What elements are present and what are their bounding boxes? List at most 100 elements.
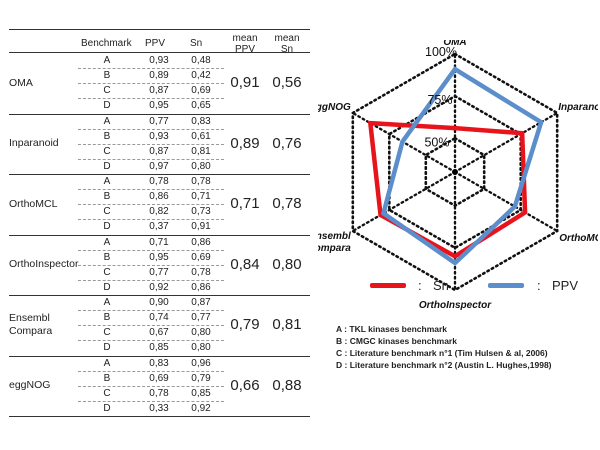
block-divider: [9, 113, 310, 115]
table-row-benchmark: C: [103, 387, 111, 399]
radar-center-dot: [452, 169, 458, 175]
header-benchmark: Benchmark: [81, 38, 132, 49]
table-cell-ppv: 0,87: [149, 145, 169, 157]
row-divider: [78, 249, 224, 251]
legend-swatch-sn: [370, 283, 406, 288]
row-divider: [78, 219, 224, 220]
axis-label: compara: [318, 243, 351, 254]
table-cell-sn: 0,65: [191, 100, 211, 111]
legend-sep-sn: :: [418, 278, 422, 293]
table-cell-ppv: 0,82: [149, 206, 169, 217]
table-cell-sn: 0,83: [191, 115, 211, 127]
table-row-benchmark: A: [103, 236, 111, 248]
radar-series: [367, 66, 544, 266]
radar-spoke: [453, 111, 559, 174]
table-cell-ppv: 0,71: [149, 236, 169, 248]
radar-ring: [351, 52, 559, 292]
table-cell-ppv: 0,87: [149, 85, 169, 96]
tool-name: Inparanoid: [9, 137, 59, 150]
tool-name: OrthoMCL: [9, 198, 57, 211]
table-cell-sn: 0,80: [191, 160, 211, 172]
tool-name: Ensembl Compara: [9, 312, 52, 338]
table-row-benchmark: C: [103, 266, 111, 278]
table-row-benchmark: A: [103, 357, 111, 369]
row-divider: [78, 340, 224, 341]
table-cell-ppv: 0,37: [149, 221, 169, 232]
table-cell-sn: 0,96: [191, 357, 211, 369]
table-cell-sn: 0,78: [191, 266, 211, 278]
row-divider: [78, 370, 224, 372]
table-row-benchmark: B: [103, 130, 111, 142]
table-cell-ppv: 0,92: [149, 281, 169, 293]
table-row-benchmark: B: [103, 312, 111, 323]
tool-name: OrthoInspector: [9, 258, 78, 271]
table-cell-sn: 0,79: [191, 372, 211, 384]
row-divider: [78, 310, 224, 311]
row-divider: [78, 279, 224, 281]
table-row-benchmark: B: [103, 372, 111, 384]
row-divider: [78, 400, 224, 402]
tool-name-line: OMA: [9, 76, 33, 89]
mean-ppv-value: 0,84: [230, 255, 260, 273]
row-divider: [78, 68, 224, 69]
table-cell-ppv: 0,86: [149, 191, 169, 202]
tool-name-line: Compara: [9, 325, 53, 337]
axis-label: OMA: [443, 40, 466, 48]
table-row-benchmark: B: [103, 70, 111, 81]
table-row-benchmark: D: [103, 281, 111, 293]
block-divider: [9, 174, 310, 175]
table-cell-sn: 0,87: [191, 297, 211, 308]
row-divider: [78, 158, 224, 160]
table-row-benchmark: A: [103, 55, 111, 66]
table-cell-sn: 0,80: [191, 327, 211, 338]
table-row-benchmark: C: [103, 206, 111, 217]
mean-ppv-value: 0,89: [230, 134, 260, 152]
table-row-benchmark: C: [103, 85, 111, 96]
axis-label: OrthoInspector: [419, 300, 492, 311]
note-c: C : Literature benchmark n°1 (Tim Hulsen…: [336, 348, 548, 358]
row-divider: [78, 128, 224, 130]
table-cell-sn: 0,78: [191, 176, 211, 187]
table-cell-sn: 0,92: [191, 402, 211, 414]
table-row-benchmark: B: [103, 191, 111, 202]
mean-ppv-value: 0,91: [230, 74, 260, 91]
table-cell-ppv: 0,93: [149, 130, 169, 142]
note-a: A : TKL kinases benchmark: [336, 324, 448, 334]
table-cell-ppv: 0,78: [149, 387, 169, 399]
benchmark-table: Benchmark PPV Sn mean PPV mean Sn OMA A 0,…: [9, 29, 310, 417]
table-row-benchmark: D: [103, 160, 111, 172]
tool-name-line: OrthoMCL: [9, 197, 58, 210]
table-cell-sn: 0,77: [191, 312, 211, 323]
mean-ppv-value: 0,66: [230, 376, 260, 394]
mean-sn-value: 0,88: [272, 376, 302, 394]
row-divider: [78, 98, 224, 99]
axis-label: Ensembl: [318, 231, 351, 242]
radar-spoke: [453, 170, 559, 233]
table-cell-sn: 0,73: [191, 206, 211, 217]
legend-label-sn: Sn: [433, 278, 449, 293]
table-row-benchmark: D: [103, 342, 111, 353]
table-cell-sn: 0,61: [191, 130, 211, 142]
table-cell-ppv: 0,33: [149, 402, 169, 414]
header-ppv: PPV: [145, 38, 166, 49]
table-cell-ppv: 0,67: [149, 327, 169, 338]
row-divider: [78, 83, 224, 84]
table-row-benchmark: D: [103, 402, 111, 414]
ring-label: 75%: [427, 93, 452, 107]
radar-ring: [424, 136, 486, 208]
table-cell-sn: 0,86: [191, 236, 211, 248]
table-cell-sn: 0,86: [191, 281, 211, 293]
table-cell-sn: 0,80: [191, 342, 211, 353]
radar-chart: 50% 75% 100%OMA Inparanoid OrthoMCL OrthoInsp…: [318, 40, 598, 311]
mean-sn-value: 0,81: [272, 316, 302, 333]
series-sn-line: [367, 120, 528, 259]
table-row-benchmark: A: [103, 297, 111, 308]
table-row-benchmark: C: [103, 145, 111, 157]
table-cell-ppv: 0,95: [149, 251, 169, 263]
table-header-rule: [9, 52, 310, 53]
axis-label: Inparanoid: [558, 102, 598, 113]
table-cell-ppv: 0,97: [149, 160, 169, 172]
table-cell-sn: 0,85: [191, 387, 211, 399]
axis-label: OrthoMCL: [559, 233, 598, 244]
block-divider: [9, 295, 310, 296]
